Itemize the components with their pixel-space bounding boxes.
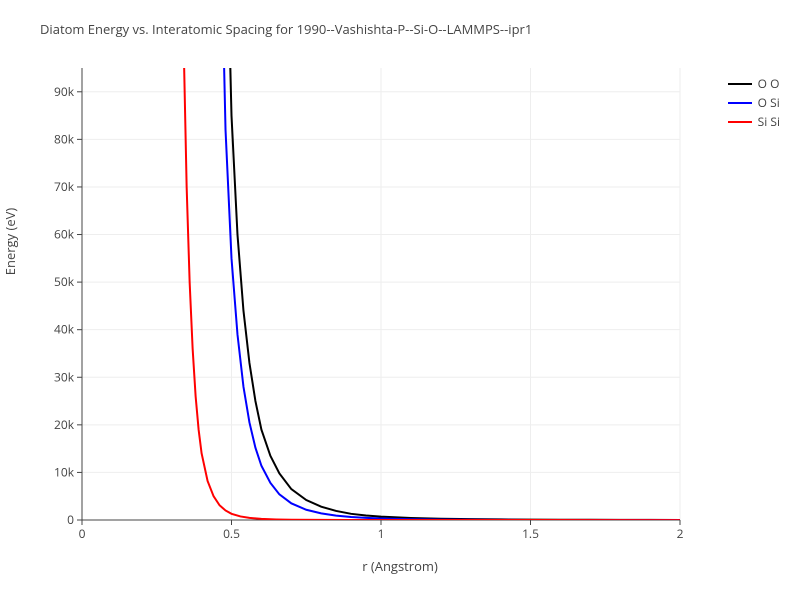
- legend-item-oo: O O: [728, 75, 780, 92]
- legend-label: O O: [758, 75, 780, 92]
- svg-text:0: 0: [79, 525, 86, 542]
- grid: [82, 68, 680, 520]
- legend-swatch: [728, 121, 752, 123]
- svg-text:90k: 90k: [54, 83, 75, 100]
- svg-text:10k: 10k: [54, 463, 75, 480]
- svg-text:2: 2: [677, 525, 684, 542]
- legend-label: O Si: [758, 94, 780, 111]
- svg-text:80k: 80k: [54, 130, 75, 147]
- legend-label: Si Si: [758, 113, 780, 130]
- legend-swatch: [728, 102, 752, 104]
- legend-item-sisi: Si Si: [728, 113, 780, 130]
- legend: O O O Si Si Si: [728, 75, 780, 132]
- series-line: [224, 0, 680, 520]
- svg-text:0: 0: [67, 511, 74, 528]
- svg-text:70k: 70k: [54, 178, 75, 195]
- legend-item-osi: O Si: [728, 94, 780, 111]
- svg-text:1: 1: [378, 525, 385, 542]
- chart-container: Diatom Energy vs. Interatomic Spacing fo…: [0, 0, 800, 600]
- svg-text:40k: 40k: [54, 321, 75, 338]
- svg-text:30k: 30k: [54, 368, 75, 385]
- legend-swatch: [728, 83, 752, 85]
- svg-text:50k: 50k: [54, 273, 75, 290]
- svg-text:20k: 20k: [54, 416, 75, 433]
- plot-svg: 0 0.5 1 1.5 2 0 10k 20k 30k 40k 50k 60k 70k 80k 90k: [0, 0, 800, 600]
- svg-text:60k: 60k: [54, 226, 75, 243]
- svg-text:0.5: 0.5: [223, 525, 240, 542]
- ticks: 0 0.5 1 1.5 2 0 10k 20k 30k 40k 50k 60k 70k 80k 90k: [54, 83, 684, 542]
- series-group: [179, 0, 680, 520]
- series-line: [218, 0, 680, 520]
- svg-text:1.5: 1.5: [522, 525, 539, 542]
